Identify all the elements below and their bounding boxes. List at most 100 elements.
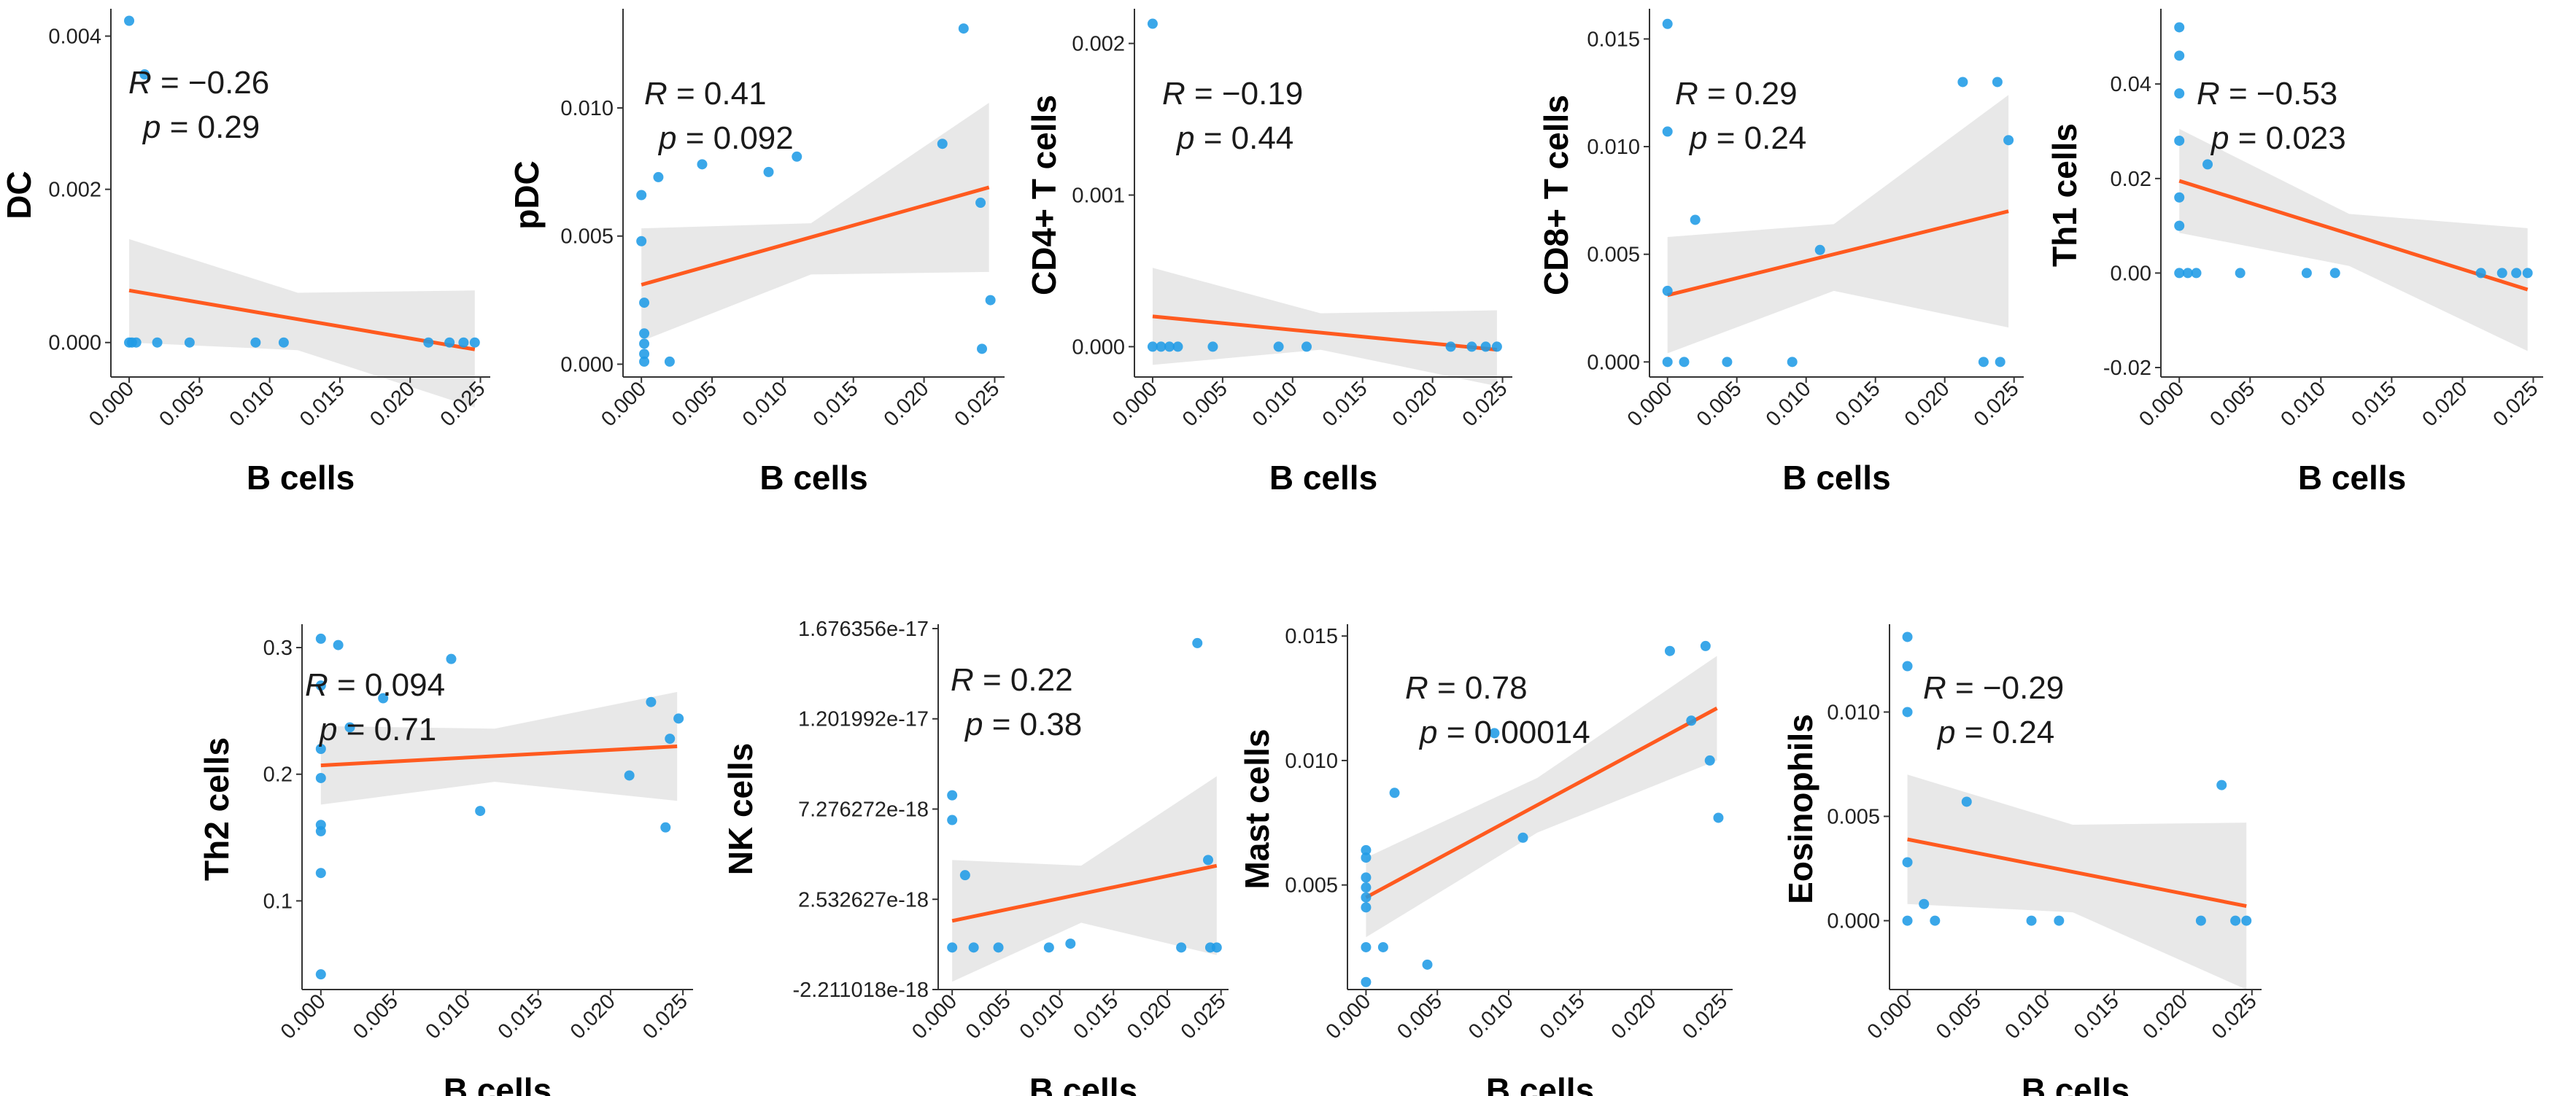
data-point-12 — [2216, 780, 2227, 790]
regression-line — [1152, 314, 1498, 352]
data-point-7 — [1930, 915, 1941, 926]
data-point-18 — [673, 713, 684, 724]
data-point-11 — [1978, 357, 1989, 368]
data-point-14 — [2475, 268, 2486, 279]
r-value: = −0.29 — [1955, 670, 2064, 706]
r-spacer — [1698, 76, 1707, 112]
data-point-1 — [947, 790, 958, 801]
r-symbol: R — [1923, 670, 1946, 706]
data-point-3 — [639, 298, 650, 308]
data-point-13 — [2230, 915, 2241, 926]
r-value: = 0.41 — [676, 76, 767, 112]
data-point-15 — [1686, 715, 1697, 726]
confidence-band — [129, 238, 475, 408]
x-tick-label: 0.020 — [1123, 990, 1177, 1043]
y-tick-label: 0.010 — [1285, 750, 1338, 773]
data-point-9 — [1377, 941, 1388, 952]
y-tick-label: 0.015 — [1587, 28, 1640, 51]
x-tick-label: 0.000 — [1863, 990, 1917, 1043]
x-tick-label: 0.005 — [349, 990, 403, 1043]
x-tick-label: 0.010 — [1464, 990, 1518, 1043]
r-annotation: R = −0.29 — [1923, 670, 2064, 706]
confidence-band — [952, 776, 1217, 982]
data-point-8 — [250, 337, 261, 348]
x-tick-label: 0.015 — [1069, 990, 1123, 1043]
x-tick-label: 0.005 — [1693, 377, 1747, 431]
y-tick-label: 0.000 — [48, 332, 101, 355]
data-point-5 — [2174, 192, 2185, 203]
y-axis-title: Th1 cells — [2046, 123, 2084, 267]
x-tick-label: 0.000 — [1108, 377, 1162, 431]
data-point-4 — [959, 870, 970, 881]
data-point-14 — [958, 23, 969, 34]
data-point-13 — [1995, 357, 2006, 368]
data-point-16 — [660, 822, 671, 833]
r-symbol: R — [305, 667, 328, 703]
data-point-10 — [423, 337, 434, 348]
p-value: = 0.24 — [1717, 120, 1807, 156]
data-point-2 — [1902, 661, 1913, 672]
y-tick-label: 2.532627e-18 — [798, 888, 929, 912]
r-annotation: R = −0.53 — [2197, 76, 2337, 112]
p-annotation: p = 0.24 — [1936, 715, 2054, 750]
x-tick-label: 0.010 — [1248, 377, 1302, 431]
x-tick-label: 0.015 — [1318, 377, 1372, 431]
data-point-4 — [639, 328, 650, 339]
data-point-5 — [1172, 341, 1183, 352]
p-spacer — [983, 707, 991, 742]
regression-line — [128, 288, 476, 351]
data-point-3 — [1902, 707, 1913, 718]
data-point-9 — [278, 337, 289, 348]
p-value: = 0.092 — [686, 120, 794, 156]
x-tick-label: 0.015 — [1831, 377, 1885, 431]
y-tick-label: 1.676356e-17 — [798, 618, 929, 641]
data-point-6 — [1207, 341, 1218, 352]
y-tick-label: 0.000 — [1072, 335, 1125, 359]
x-tick-label: 0.005 — [2205, 377, 2259, 431]
y-tick-label: 0.010 — [1587, 136, 1640, 159]
data-point-11 — [2195, 915, 2206, 926]
r-annotation: R = 0.29 — [1675, 76, 1798, 112]
data-point-2 — [1662, 126, 1673, 137]
x-tick-label: 0.025 — [2488, 377, 2542, 431]
x-tick-label: 0.000 — [276, 990, 330, 1043]
data-point-13 — [937, 139, 948, 149]
data-point-11 — [763, 166, 774, 177]
data-point-6 — [993, 942, 1004, 953]
y-tick-label: 0.001 — [1072, 184, 1125, 208]
x-axis-title: B cells — [444, 1071, 552, 1096]
x-tick-label: 0.010 — [1016, 990, 1070, 1043]
y-tick-label: 0.000 — [560, 353, 614, 376]
data-point-10 — [2054, 915, 2065, 926]
x-tick-label: 0.010 — [738, 377, 792, 431]
data-point-1 — [1361, 844, 1372, 855]
x-tick-label: 0.020 — [1900, 377, 1954, 431]
p-value: = 0.44 — [1204, 120, 1294, 156]
data-point-13 — [1517, 832, 1528, 843]
p-annotation: p = 0.24 — [1688, 120, 1806, 156]
p-value: = 0.00014 — [1447, 715, 1590, 750]
p-annotation: p = 0.44 — [1175, 120, 1293, 156]
data-point-2 — [947, 815, 958, 825]
x-tick-label: 0.005 — [1393, 990, 1447, 1043]
p-value: = 0.38 — [992, 707, 1083, 742]
r-value: = −0.26 — [160, 65, 269, 101]
r-symbol: R — [951, 662, 974, 698]
data-point-17 — [985, 295, 996, 306]
data-point-15 — [646, 696, 657, 707]
data-point-1 — [124, 15, 135, 26]
p-symbol: p — [657, 120, 676, 156]
p-spacer — [1707, 120, 1716, 156]
r-value: = 0.78 — [1437, 670, 1528, 706]
x-tick-label: 0.005 — [962, 990, 1016, 1043]
r-spacer — [1428, 670, 1437, 706]
regression-line — [641, 185, 990, 287]
data-point-4 — [1902, 857, 1913, 868]
r-annotation: R = 0.41 — [644, 76, 767, 112]
x-tick-label: 0.025 — [950, 377, 1004, 431]
p-spacer — [160, 109, 169, 145]
y-tick-label: 0.005 — [1587, 244, 1640, 267]
data-point-2 — [1147, 341, 1158, 352]
r-spacer — [974, 662, 983, 698]
data-point-8 — [1961, 796, 1972, 807]
